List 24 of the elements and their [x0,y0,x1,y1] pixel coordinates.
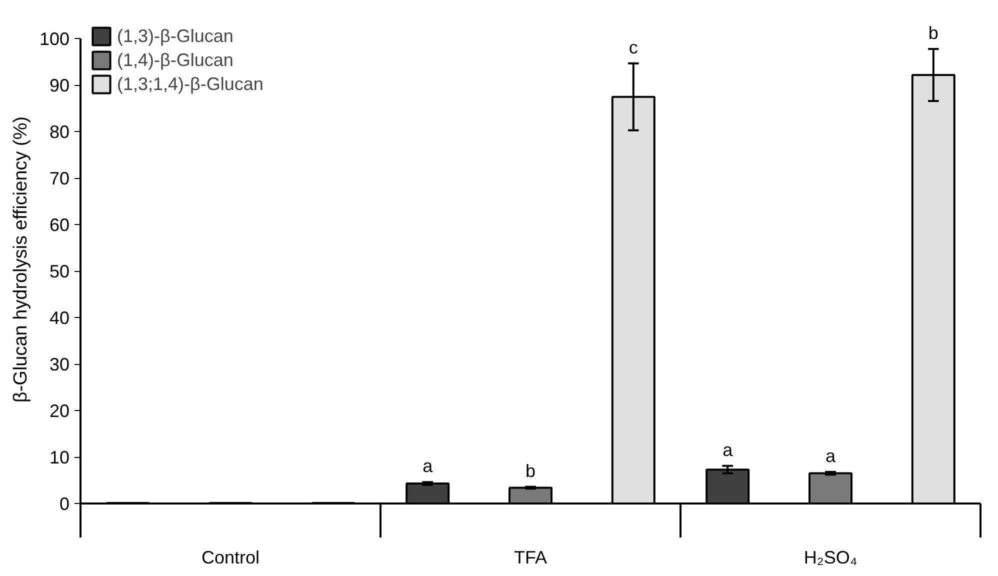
legend-label: (1,3)-β-Glucan [117,26,234,46]
y-tick-label: 20 [49,401,70,422]
y-tick-label: 10 [49,448,70,468]
y-tick-label: 80 [49,122,70,142]
data-label: c [628,37,638,58]
y-tick-label: 40 [49,308,70,328]
legend-label: (1,3;1,4)-β-Glucan [117,74,264,94]
y-tick-label: 0 [59,494,70,514]
y-axis-title: β-Glucan hydrolysis efficiency (%) [10,116,32,403]
data-label: a [422,456,434,476]
data-label: a [722,440,734,460]
x-tick-label: Control [201,548,260,568]
y-tick-label: 50 [49,262,70,282]
data-label: b [525,460,536,481]
y-tick-label: 70 [49,168,70,189]
y-tick-label: 30 [49,354,70,375]
data-label: b [928,22,938,43]
data-label: a [825,446,836,466]
x-tick-label: TFA [514,548,548,568]
y-tick-label: 90 [49,76,70,96]
y-tick-label: 100 [39,29,70,50]
y-tick-label: 60 [49,215,70,236]
legend-label: (1,4)-β-Glucan [117,50,234,70]
x-tick-label: H₂SO₄ [804,548,858,568]
